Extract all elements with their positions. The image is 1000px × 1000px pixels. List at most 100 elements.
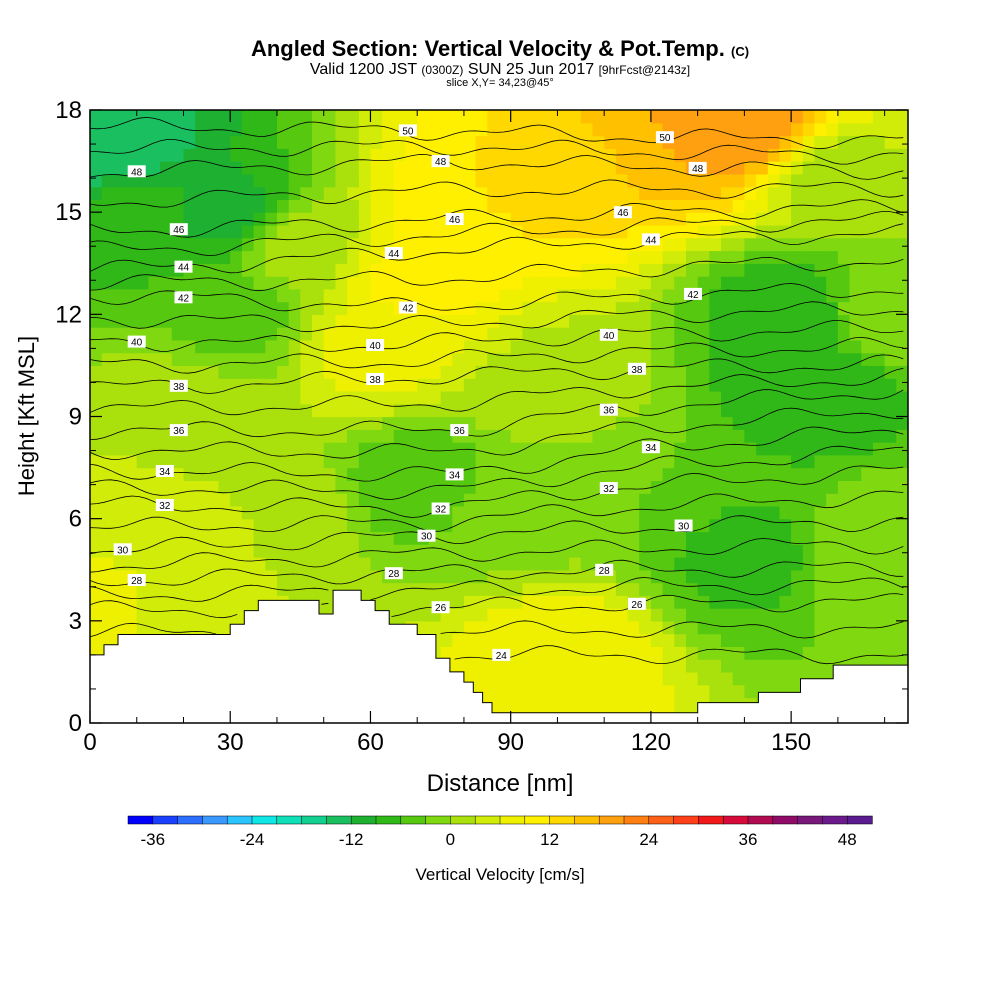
velocity-cell <box>791 480 804 494</box>
velocity-cell <box>382 173 395 188</box>
velocity-cell <box>592 122 605 137</box>
velocity-cell <box>732 505 745 520</box>
velocity-cell <box>382 378 395 392</box>
velocity-cell <box>370 531 383 545</box>
velocity-cell <box>230 391 243 405</box>
velocity-cell <box>358 212 372 226</box>
velocity-cell <box>791 161 804 175</box>
velocity-cell <box>627 493 640 507</box>
velocity-cell <box>861 493 874 507</box>
velocity-cell <box>475 620 488 635</box>
velocity-cell <box>522 531 535 545</box>
velocity-cell <box>113 263 126 277</box>
velocity-cell <box>861 646 874 660</box>
velocity-cell <box>592 608 605 622</box>
velocity-cell <box>767 314 781 328</box>
valid-date: SUN 25 Jun 2017 <box>467 61 595 78</box>
velocity-cell <box>312 429 325 443</box>
velocity-cell <box>756 569 769 584</box>
velocity-cell <box>136 429 149 443</box>
velocity-cell <box>463 391 477 405</box>
velocity-cell <box>534 454 547 469</box>
velocity-cell <box>650 173 664 188</box>
velocity-cell <box>288 314 301 328</box>
velocity-cell <box>604 595 617 609</box>
contour-label-bg <box>445 468 464 481</box>
velocity-cell <box>896 135 908 149</box>
velocity-cell <box>288 493 301 507</box>
colorbar-tick-label: -36 <box>141 830 166 849</box>
velocity-cell <box>487 365 500 379</box>
colorbar-swatch <box>747 815 774 825</box>
velocity-cell <box>440 263 453 277</box>
velocity-cell <box>767 212 781 226</box>
velocity-cell <box>837 288 851 303</box>
velocity-cell <box>347 493 360 507</box>
isentrope-line <box>90 256 904 292</box>
velocity-cell <box>791 135 804 149</box>
velocity-cell <box>499 301 512 315</box>
velocity-cell <box>604 493 617 507</box>
velocity-cell <box>452 646 465 660</box>
velocity-cell <box>241 365 255 379</box>
velocity-cell <box>358 467 372 481</box>
velocity-cell <box>440 454 453 469</box>
colorbar: -36 -24 -12 0 12 24 36 48 <box>127 815 873 849</box>
contour-label: 30 <box>674 519 693 533</box>
velocity-cell <box>487 480 500 494</box>
slice-text: slice X,Y= 34,23@45° <box>446 77 554 89</box>
velocity-cell <box>604 531 617 545</box>
contour-label-text: 44 <box>388 249 400 260</box>
velocity-cell <box>499 110 512 124</box>
velocity-cell <box>557 493 570 507</box>
velocity-cell <box>674 684 687 699</box>
velocity-cell <box>802 276 816 290</box>
velocity-cell <box>253 582 266 596</box>
velocity-cell <box>113 301 126 315</box>
velocity-cell <box>697 684 710 699</box>
velocity-cell <box>697 122 710 137</box>
velocity-cell <box>475 518 488 533</box>
velocity-cell <box>697 148 710 162</box>
velocity-cell <box>510 288 523 303</box>
velocity-cell <box>452 173 465 188</box>
velocity-cell <box>721 263 734 277</box>
velocity-cell <box>709 378 722 392</box>
velocity-cell <box>370 467 383 481</box>
velocity-cell <box>767 250 781 264</box>
velocity-cell <box>732 620 745 635</box>
velocity-cell <box>440 569 453 584</box>
velocity-cell <box>113 352 126 366</box>
velocity-cell <box>101 135 114 149</box>
velocity-cell <box>288 429 301 443</box>
velocity-cell <box>440 416 453 430</box>
velocity-cell <box>335 212 348 226</box>
velocity-cell <box>814 454 827 469</box>
velocity-cell <box>393 186 407 200</box>
velocity-cell <box>358 557 372 571</box>
velocity-cell <box>686 352 699 366</box>
velocity-cell <box>253 263 266 277</box>
velocity-cell <box>358 314 372 328</box>
velocity-cell <box>475 493 488 507</box>
velocity-cell <box>767 263 781 277</box>
velocity-cell <box>417 480 430 494</box>
velocity-cell <box>90 339 103 354</box>
velocity-cell <box>510 467 523 481</box>
velocity-cell <box>627 352 640 366</box>
velocity-cell <box>580 544 594 558</box>
velocity-cell <box>674 148 687 162</box>
velocity-cell <box>101 518 114 533</box>
velocity-cell <box>230 467 243 481</box>
velocity-cell <box>674 365 687 379</box>
velocity-cell <box>779 569 792 584</box>
velocity-cell <box>802 224 816 239</box>
velocity-cell <box>358 250 372 264</box>
velocity-cell <box>615 250 629 264</box>
velocity-cell <box>779 237 792 252</box>
velocity-cell <box>650 416 664 430</box>
velocity-cell <box>557 480 570 494</box>
velocity-cell <box>265 224 278 239</box>
velocity-cell <box>557 442 570 456</box>
velocity-cell <box>393 416 407 430</box>
